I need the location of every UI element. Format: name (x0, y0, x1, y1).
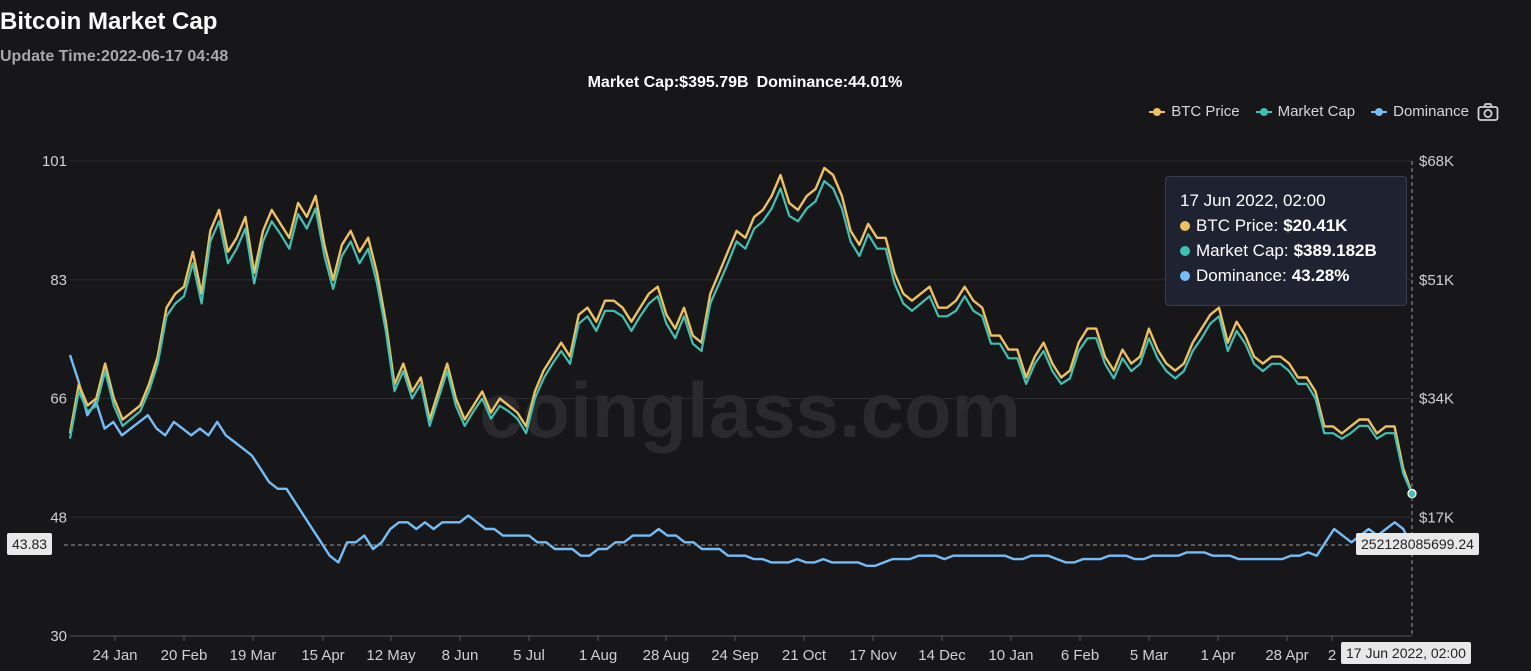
left-tick-label: 30 (50, 628, 67, 645)
x-tick-label: 8 Jun (442, 647, 479, 664)
x-tick-label: 2 (1328, 647, 1336, 664)
series-line-market-cap (68, 180, 1414, 495)
right-tick-label: $34K (1419, 391, 1454, 408)
tooltip-date: 17 Jun 2022, 02:00 (1180, 191, 1326, 210)
legend-swatch-dominance (1371, 107, 1388, 117)
right-tick-label: $51K (1419, 272, 1454, 289)
x-tick-label: 20 Feb (161, 647, 208, 664)
tooltip-value-dominance: 43.28% (1291, 266, 1350, 285)
page-title: Bitcoin Market Cap (0, 8, 218, 35)
legend-swatch-market-cap (1255, 107, 1272, 117)
crosshair-left-value: 43.83 (7, 533, 53, 555)
update-time: Update Time:2022-06-17 04:48 (0, 48, 229, 65)
right-tick-label: $68K (1419, 153, 1454, 170)
camera-icon[interactable] (1477, 102, 1499, 122)
tooltip-row-market-cap: Market Cap: $389.182B (1180, 241, 1392, 261)
x-tick-label: 28 Aug (643, 647, 690, 664)
tooltip-dot-market-cap (1180, 246, 1190, 256)
x-tick-label: 1 Apr (1200, 647, 1235, 664)
left-tick-label: 83 (50, 272, 67, 289)
x-tick-label: 14 Dec (918, 647, 966, 664)
legend-label-dominance: Dominance (1393, 103, 1469, 120)
x-tick-label: 24 Jan (92, 647, 137, 664)
tooltip-row-btc-price: BTC Price: $20.41K (1180, 216, 1392, 236)
legend-label-btc-price: BTC Price (1171, 103, 1240, 120)
x-tick-label: 21 Oct (782, 647, 827, 664)
x-tick-label: 5 Jul (513, 647, 545, 664)
crosshair-right-value: 252128085699.24 (1356, 533, 1479, 555)
legend-label-market-cap: Market Cap (1277, 103, 1356, 120)
chart-tooltip: 17 Jun 2022, 02:00 BTC Price: $20.41K Mar… (1165, 176, 1407, 306)
left-axis: 101 83 66 48 30 (42, 153, 67, 645)
watermark: coinglass.com (479, 366, 1021, 454)
tooltip-label-market-cap: Market Cap: (1196, 241, 1289, 260)
tooltip-value-market-cap: $389.182B (1293, 241, 1377, 260)
tooltip-row-dominance: Dominance: 43.28% (1180, 266, 1392, 286)
series-line-dominance (68, 354, 1414, 567)
right-axis: $68K $51K $34K $17K (1419, 153, 1454, 526)
x-axis: 24 Jan 20 Feb 19 Mar 15 Apr 12 May 8 Jun 5 Jul… (70, 635, 1412, 664)
legend-swatch-btc-price (1149, 107, 1166, 117)
series-lines (68, 166, 1417, 567)
x-tick-label: 6 Feb (1061, 647, 1099, 664)
x-tick-label: 19 Mar (230, 647, 277, 664)
dominance-summary: Dominance:44.01% (756, 74, 903, 91)
legend-item-btc-price[interactable]: BTC Price (1149, 103, 1240, 120)
x-tick-label: 5 Mar (1130, 647, 1168, 664)
crosshair-x-value: 17 Jun 2022, 02:00 (1341, 642, 1471, 664)
legend-item-market-cap[interactable]: Market Cap (1255, 103, 1356, 120)
legend-item-dominance[interactable]: Dominance (1371, 103, 1469, 120)
x-tick-label: 24 Sep (711, 647, 759, 664)
left-tick-label: 66 (50, 391, 67, 408)
tooltip-label-btc-price: BTC Price: (1196, 216, 1279, 235)
market-cap-summary: Market Cap:$395.79B (587, 74, 749, 91)
series-line-btc-price (68, 166, 1414, 494)
tooltip-dot-btc-price (1180, 221, 1190, 231)
x-tick-label: 1 Aug (579, 647, 617, 664)
right-tick-label: $17K (1419, 509, 1454, 526)
chart-legend: BTC Price Market Cap Dominance (1149, 103, 1469, 120)
x-tick-label: 15 Apr (301, 647, 344, 664)
x-tick-label: 12 May (366, 647, 416, 664)
tooltip-value-btc-price: $20.41K (1283, 216, 1348, 235)
tooltip-dot-dominance (1180, 271, 1190, 281)
summary-line: Market Cap:$395.79B Dominance:44.01% (0, 74, 1490, 92)
left-tick-label: 48 (50, 509, 67, 526)
crosshair (64, 161, 1413, 636)
x-tick-label: 28 Apr (1265, 647, 1308, 664)
x-tick-label: 17 Nov (849, 647, 897, 664)
x-tick-label: 10 Jan (988, 647, 1033, 664)
tooltip-label-dominance: Dominance: (1196, 266, 1287, 285)
left-tick-label: 101 (42, 153, 67, 170)
